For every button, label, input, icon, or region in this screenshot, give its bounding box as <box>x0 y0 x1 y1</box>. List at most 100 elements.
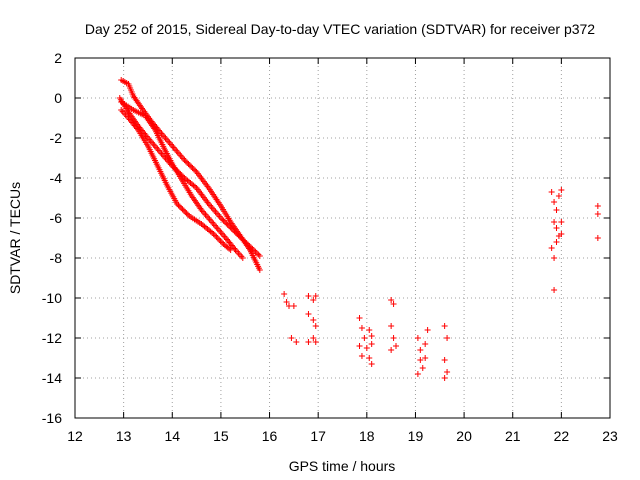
data-point <box>212 208 219 215</box>
data-point <box>223 220 230 227</box>
data-point <box>388 323 395 329</box>
data-point <box>185 161 192 167</box>
data-point <box>390 335 397 341</box>
data-point <box>151 142 158 149</box>
data-point <box>558 187 565 193</box>
x-tick-label: 14 <box>164 428 180 444</box>
data-point <box>414 371 421 377</box>
data-point <box>417 357 424 363</box>
y-tick-label: 0 <box>54 90 62 106</box>
data-point <box>183 210 190 217</box>
data-point <box>422 355 429 361</box>
data-point <box>441 323 448 329</box>
data-point <box>551 287 558 293</box>
data-point <box>186 162 193 169</box>
data-point <box>174 149 181 156</box>
data-point <box>226 245 233 252</box>
data-point <box>218 230 225 237</box>
data-point <box>310 297 317 303</box>
data-point <box>179 206 186 213</box>
data-point <box>210 221 217 227</box>
tick-labels: 12 13 14 15 16 17 18 19 20 21 22 2320-2-4-6-8-10-12… <box>42 50 618 444</box>
data-point <box>256 267 263 273</box>
data-point <box>220 217 227 224</box>
data-point <box>356 315 363 321</box>
data-point <box>150 141 157 148</box>
data-point <box>305 311 312 317</box>
data-point <box>441 357 448 363</box>
y-tick-label: -4 <box>50 170 63 186</box>
data-point <box>220 231 227 238</box>
x-axis-label: GPS time / hours <box>289 458 396 474</box>
data-point <box>356 343 363 349</box>
data-point <box>239 255 246 261</box>
data-point <box>444 335 451 341</box>
data-point <box>555 193 562 199</box>
y-tick-label: -8 <box>50 250 63 266</box>
data-point <box>206 216 213 223</box>
data-point <box>212 232 219 239</box>
data-point <box>210 231 217 237</box>
data-point <box>211 222 218 229</box>
data-point <box>180 155 187 162</box>
x-tick-label: 21 <box>505 428 521 444</box>
data-point <box>305 339 312 345</box>
data-point <box>310 317 317 323</box>
data-point <box>170 144 177 151</box>
data-point <box>551 199 558 205</box>
x-tick-label: 22 <box>554 428 570 444</box>
data-point <box>205 214 212 221</box>
data-point <box>312 323 319 329</box>
data-point <box>255 251 262 258</box>
data-point <box>214 235 221 242</box>
data-point <box>217 228 224 235</box>
data-point <box>305 293 312 299</box>
x-tick-label: 17 <box>310 428 326 444</box>
x-tick-label: 12 <box>67 428 83 444</box>
data-point <box>181 157 188 163</box>
data-point <box>358 325 365 331</box>
data-point <box>253 250 260 257</box>
data-point <box>211 207 218 214</box>
data-point <box>553 207 560 213</box>
data-point <box>189 165 196 171</box>
data-point <box>594 211 601 217</box>
data-point <box>209 205 216 212</box>
data-point <box>165 138 172 145</box>
data-points <box>116 77 601 381</box>
data-point <box>224 221 231 228</box>
data-point <box>162 135 169 142</box>
data-point <box>310 335 317 341</box>
data-point <box>388 347 395 353</box>
data-point <box>201 210 208 217</box>
data-point <box>215 211 222 218</box>
data-point <box>173 147 180 154</box>
data-point <box>312 339 319 345</box>
data-point <box>155 147 162 154</box>
y-tick-label: -14 <box>42 370 62 386</box>
data-point <box>361 335 368 341</box>
data-point <box>163 136 170 143</box>
data-point <box>178 153 185 160</box>
data-point <box>358 353 365 359</box>
data-point <box>218 239 225 246</box>
y-tick-label: 2 <box>54 50 62 66</box>
data-point <box>363 345 370 351</box>
data-point <box>558 219 565 225</box>
data-point <box>178 205 185 211</box>
data-point <box>312 293 319 299</box>
data-point <box>548 189 555 195</box>
data-point <box>192 167 199 174</box>
data-point <box>553 225 560 231</box>
data-point <box>208 204 215 211</box>
data-point <box>551 219 558 225</box>
data-point <box>188 163 195 170</box>
data-point <box>217 238 224 245</box>
data-point <box>221 219 228 225</box>
x-tick-label: 13 <box>116 428 132 444</box>
data-point <box>441 375 448 381</box>
data-point <box>290 303 297 309</box>
data-point <box>184 211 191 218</box>
y-axis-label: SDTVAR / TECUs <box>7 182 23 294</box>
